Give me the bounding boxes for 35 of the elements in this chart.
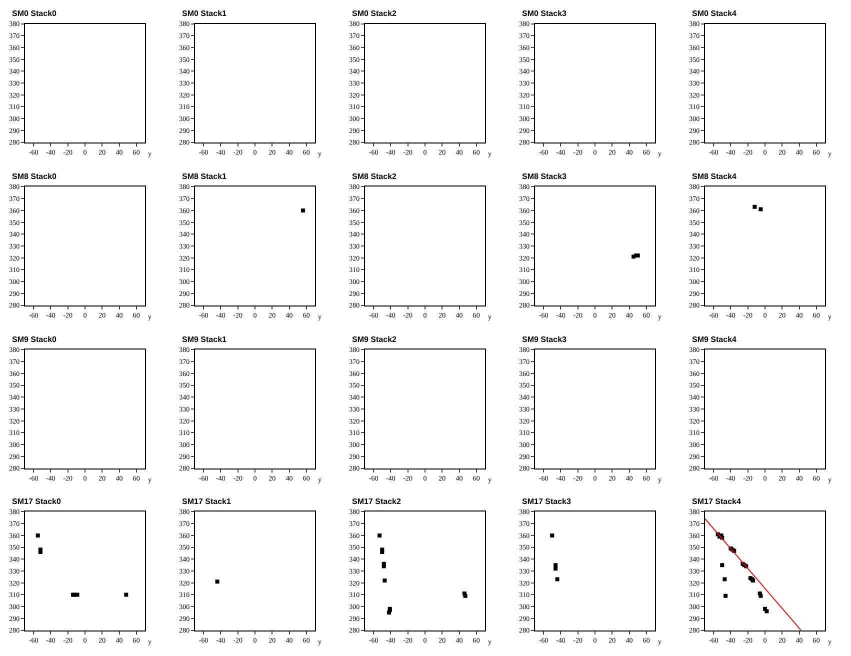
point — [720, 563, 724, 568]
chart-title: SM8 Stack2 — [352, 172, 398, 181]
point — [722, 577, 727, 582]
chart-title: SM17 Stack2 — [352, 497, 402, 506]
point — [550, 533, 554, 538]
point — [554, 566, 558, 571]
chart-title: SM17 Stack1 — [182, 497, 232, 506]
point — [382, 564, 386, 568]
chart-title: SM17 Stack4 — [692, 497, 742, 506]
chart-title: SM17 Stack3 — [522, 497, 572, 506]
chart-title: SM8 Stack3 — [522, 172, 568, 181]
chart-title: SM8 Stack0 — [12, 172, 58, 181]
chart-title: SM17 Stack0 — [12, 497, 62, 506]
point — [382, 578, 387, 582]
chart-title: SM9 Stack4 — [692, 335, 738, 344]
chart-title: SM9 Stack3 — [522, 335, 568, 344]
chart-title: SM0 Stack4 — [692, 9, 738, 18]
point — [764, 609, 769, 614]
point — [75, 592, 80, 597]
chart-title: SM9 Stack2 — [352, 335, 398, 344]
point — [380, 550, 384, 554]
point — [555, 577, 560, 582]
chart-title: SM0 Stack2 — [352, 9, 398, 18]
point — [724, 594, 728, 598]
point — [378, 533, 382, 538]
point — [124, 592, 128, 597]
chart-title: SM9 Stack1 — [182, 335, 228, 344]
chart-title: SM0 Stack0 — [12, 9, 58, 18]
chart-title: SM8 Stack1 — [182, 172, 228, 181]
chart-title: SM8 Stack4 — [692, 172, 738, 181]
chart-title: SM0 Stack1 — [182, 9, 228, 18]
point — [36, 533, 40, 538]
chart-title: SM9 Stack0 — [12, 335, 58, 344]
point — [38, 550, 42, 554]
chart-title: SM0 Stack3 — [522, 9, 568, 18]
